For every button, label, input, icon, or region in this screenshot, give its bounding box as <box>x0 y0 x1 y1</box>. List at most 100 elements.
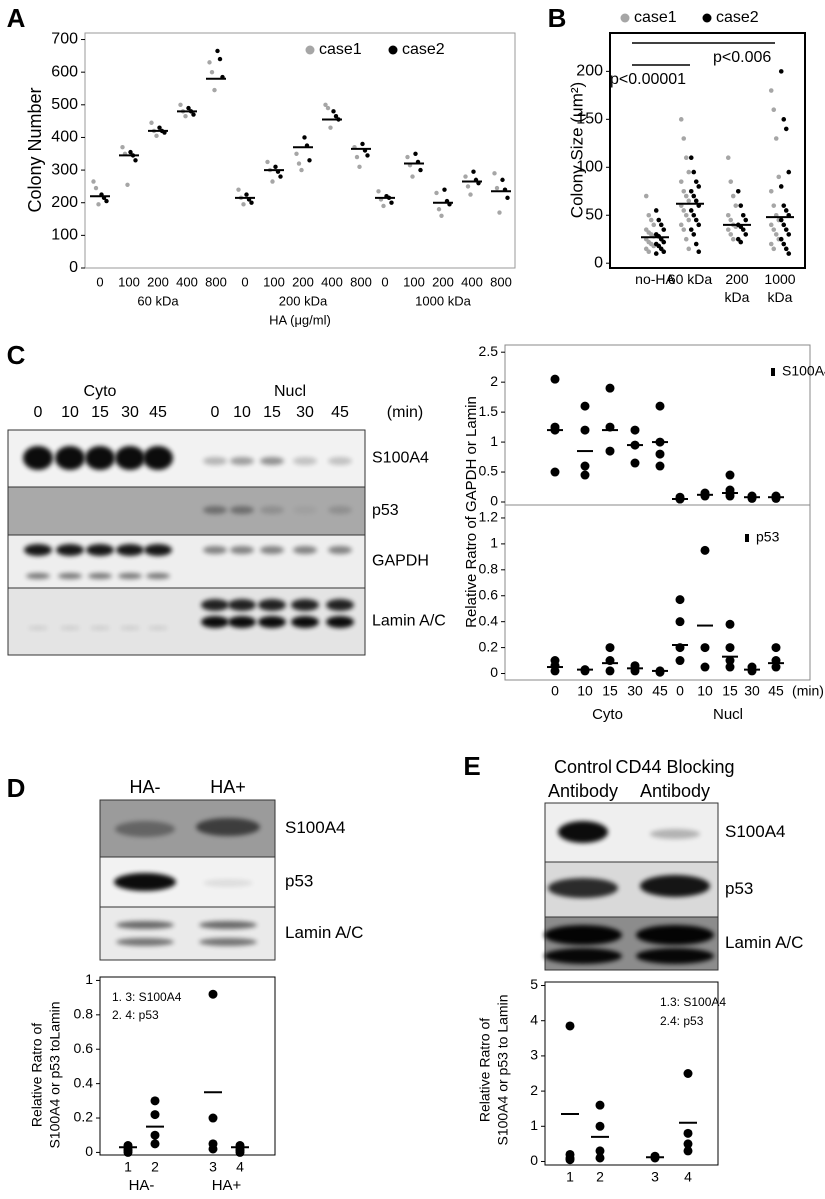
data-point <box>773 232 779 237</box>
x-tick-label: 100 <box>403 274 425 289</box>
blot-lane-label: 0 <box>34 404 43 421</box>
y-tick-label: 200 <box>51 194 78 211</box>
annotation: p<0.00001 <box>610 71 686 88</box>
blot-band <box>230 457 254 465</box>
blot-column-label: Nucl <box>274 383 306 400</box>
data-point <box>783 246 789 252</box>
panel-label: B <box>548 3 567 33</box>
data-point <box>738 203 744 208</box>
data-point <box>150 1110 160 1120</box>
data-point <box>357 164 362 170</box>
blot-band <box>58 573 82 579</box>
blot-column-label: HA- <box>130 777 161 797</box>
data-point <box>688 208 694 213</box>
data-point <box>183 114 188 119</box>
data-point <box>123 1147 133 1157</box>
data-point <box>565 1155 575 1165</box>
data-point <box>241 202 246 207</box>
data-point <box>691 169 697 175</box>
blot-lane-label: 45 <box>149 404 167 421</box>
y-tick-label: 0 <box>530 1152 538 1168</box>
blot-lane-label: 10 <box>61 404 79 421</box>
blot-row-label: S100A4 <box>285 818 346 837</box>
blot-band <box>146 573 170 579</box>
data-point <box>653 208 659 213</box>
data-point <box>550 467 560 477</box>
x-tick-label: 1 <box>566 1169 574 1185</box>
blot-row-label: Lamin A/C <box>372 613 446 630</box>
y-tick-label: 0 <box>490 664 498 680</box>
data-point <box>778 236 784 242</box>
data-point <box>307 158 312 163</box>
y-tick-label: 0 <box>594 254 603 271</box>
data-point <box>725 643 735 653</box>
data-point <box>771 493 781 503</box>
data-point <box>389 200 394 205</box>
y-tick-label: 2 <box>490 373 498 389</box>
blot-row-label: GAPDH <box>372 553 429 570</box>
y-tick-label: 100 <box>576 159 603 176</box>
x-tick-label: no-HA <box>635 271 675 287</box>
y-tick-label: 100 <box>51 227 78 244</box>
blot-band <box>328 457 352 465</box>
annotation: 2. 4: p53 <box>112 1008 159 1022</box>
data-point <box>207 60 212 65</box>
data-point <box>550 374 560 384</box>
legend-marker <box>702 13 712 23</box>
data-point <box>595 1100 605 1110</box>
data-point <box>299 167 304 173</box>
x-tick-label: 10 <box>577 683 593 699</box>
x-group-label: 1000 kDa <box>415 293 471 308</box>
y-tick-label: 0 <box>85 1143 93 1159</box>
blot-column-label: HA+ <box>210 777 246 797</box>
data-point <box>693 217 699 223</box>
y-axis-title: Colony Number <box>25 87 45 212</box>
data-point <box>675 595 685 605</box>
y-tick-label: 1.5 <box>479 403 499 419</box>
blot-band <box>118 573 142 579</box>
x-tick-label: 10 <box>697 683 713 699</box>
y-tick-label: 2 <box>530 1082 538 1098</box>
data-point <box>691 193 697 199</box>
data-point <box>646 212 652 218</box>
legend-marker <box>771 368 775 376</box>
data-point <box>580 666 590 676</box>
x-tick-label: 15 <box>722 683 738 699</box>
blot-band <box>640 875 710 897</box>
blot-band <box>26 573 50 579</box>
data-point <box>683 1128 693 1138</box>
data-point <box>270 179 275 184</box>
x-tick-label-box: 60 kDa <box>668 271 712 287</box>
data-point <box>778 69 784 74</box>
data-point <box>683 193 689 199</box>
x-tick-label: 3 <box>651 1169 659 1185</box>
blot-band <box>228 599 256 611</box>
y-axis-title: S100A4 or p53 toLamin <box>47 1001 63 1148</box>
data-point <box>675 617 685 627</box>
legend-marker <box>388 45 398 55</box>
data-point <box>655 667 665 677</box>
y-tick-label: 0.8 <box>74 1006 94 1022</box>
data-point <box>646 249 652 254</box>
data-point <box>96 202 101 207</box>
data-point <box>494 185 500 191</box>
data-point <box>463 174 468 179</box>
blot-lane-label: 10 <box>233 404 251 421</box>
blot-band <box>60 626 80 630</box>
data-point <box>208 1113 218 1123</box>
x-group-label: HA- <box>129 1177 155 1194</box>
data-point <box>235 1147 245 1157</box>
data-point <box>605 446 615 456</box>
blot-band <box>115 821 175 837</box>
y-axis-title: S100A4 or p53 to Lamin <box>495 995 511 1146</box>
data-point <box>725 212 731 218</box>
data-point <box>781 203 787 208</box>
data-point <box>771 643 781 653</box>
data-point <box>381 203 386 209</box>
blot-band <box>203 457 227 465</box>
blot-column-label: Antibody <box>548 781 618 801</box>
data-point <box>439 213 444 218</box>
data-point <box>630 425 640 435</box>
data-point <box>413 151 418 156</box>
data-point <box>434 190 439 196</box>
